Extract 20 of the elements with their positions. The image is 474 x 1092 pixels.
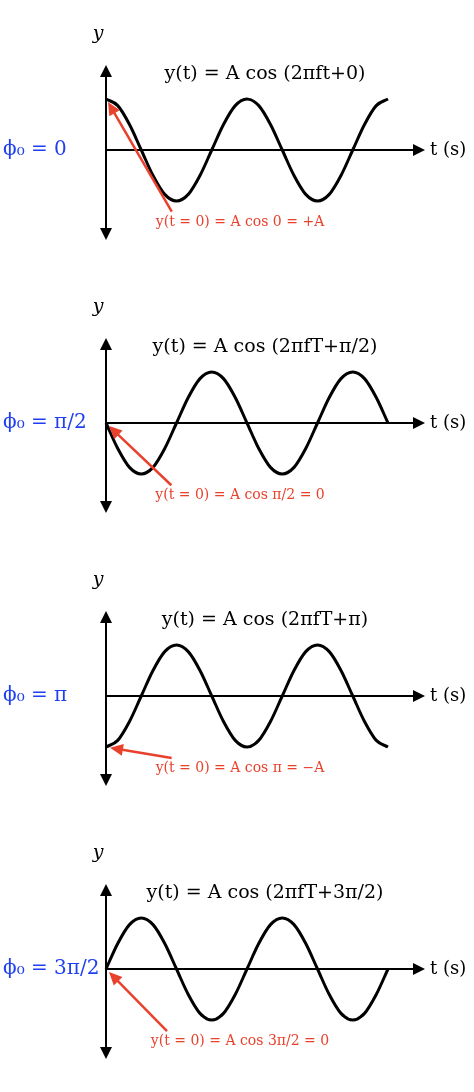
- y-axis-title: y: [91, 566, 104, 589]
- x-axis-title: t (s): [430, 956, 467, 978]
- y-axis-title: y: [91, 20, 104, 43]
- text: ϕ₀ = π: [3, 682, 68, 707]
- text: ϕ₀ = 3π/2: [3, 955, 100, 980]
- chart-title: y(t) = A cos (2πfT+3π/2): [145, 879, 384, 902]
- x-axis-title: t (s): [430, 683, 467, 705]
- text: y(t = 0) = A cos 0 = +A: [154, 212, 326, 229]
- chart-title: y(t) = A cos (2πfT+π/2): [151, 333, 378, 356]
- y-axis-title: y: [91, 293, 104, 316]
- text: ϕ₀ = π/2: [3, 409, 87, 434]
- chart-title: y(t) = A cos (2πfT+π): [160, 606, 369, 629]
- text: y(t = 0) = A cos 3π/2 = 0: [149, 1031, 330, 1048]
- y-axis-title: y: [91, 839, 104, 862]
- text: ϕ₀ = 0: [3, 136, 67, 161]
- x-axis-title: t (s): [430, 410, 467, 432]
- chart-title: y(t) = A cos (2πft+0): [163, 60, 366, 83]
- text: y(t = 0) = A cos π/2 = 0: [154, 485, 325, 502]
- x-axis-title: t (s): [430, 137, 467, 159]
- text: y(t = 0) = A cos π = −A: [154, 758, 326, 775]
